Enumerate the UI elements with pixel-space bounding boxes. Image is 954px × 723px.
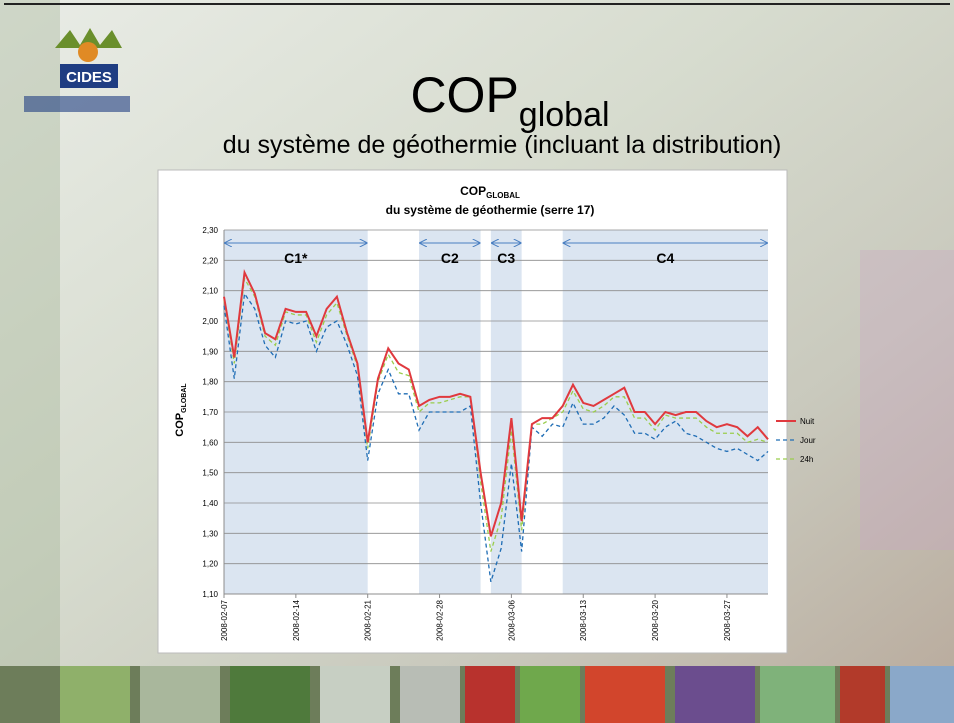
y-axis-label-main: COP xyxy=(174,413,186,437)
slide: CIDES COPglobal du système de géothermie… xyxy=(0,0,954,723)
photo-strip xyxy=(0,666,954,723)
chart-title-main: COP xyxy=(460,184,486,198)
x-tick-label: 2008-02-21 xyxy=(364,599,373,640)
legend-label: 24h xyxy=(800,455,813,464)
slide-subtitle: du système de géothermie (incluant la di… xyxy=(223,131,782,159)
plot: 1,10 1,20 1,30 1,40 1,50 1,60 1,70 1,80 1,90 2,00… xyxy=(202,226,815,641)
x-tick-label: 2008-02-14 xyxy=(292,599,301,640)
logo-text: CIDES xyxy=(66,69,112,86)
y-tick-label: 1,30 xyxy=(202,529,218,538)
x-tick-label: 2008-03-27 xyxy=(723,599,732,640)
x-tick-label: 2008-03-06 xyxy=(507,599,516,640)
y-tick-label: 2,10 xyxy=(202,287,218,296)
y-tick-label: 2,00 xyxy=(202,317,218,326)
period-label: C4 xyxy=(656,250,674,266)
period-label: C2 xyxy=(441,250,459,266)
y-tick-label: 1,80 xyxy=(202,378,218,387)
y-axis-label-sub: GLOBAL xyxy=(181,383,188,413)
chart-title-sub: GLOBAL xyxy=(486,191,520,200)
y-tick-label: 1,50 xyxy=(202,469,218,478)
y-tick-label: 1,60 xyxy=(202,438,218,447)
x-tick-label: 2008-02-28 xyxy=(436,599,445,640)
y-tick-label: 1,40 xyxy=(202,499,218,508)
x-tick-label: 2008-03-20 xyxy=(651,599,660,640)
slide-title-sub: global xyxy=(519,96,610,134)
y-tick-label: 1,20 xyxy=(202,560,218,569)
background-flowers xyxy=(860,250,954,550)
x-tick-label: 2008-03-13 xyxy=(579,599,588,640)
y-tick-label: 1,90 xyxy=(202,347,218,356)
y-tick-label: 2,20 xyxy=(202,256,218,265)
y-tick-label: 2,30 xyxy=(202,226,218,235)
y-tick-label: 1,10 xyxy=(202,590,218,599)
y-tick-label: 1,70 xyxy=(202,408,218,417)
period-label: C1* xyxy=(284,250,308,266)
x-tick-label: 2008-02-07 xyxy=(220,599,229,640)
legend-label: Jour xyxy=(800,436,816,445)
slide-title-main: COP xyxy=(410,67,518,123)
period-label: C3 xyxy=(497,250,515,266)
legend-label: Nuit xyxy=(800,417,815,426)
chart-subtitle: du système de géothermie (serre 17) xyxy=(386,203,595,217)
